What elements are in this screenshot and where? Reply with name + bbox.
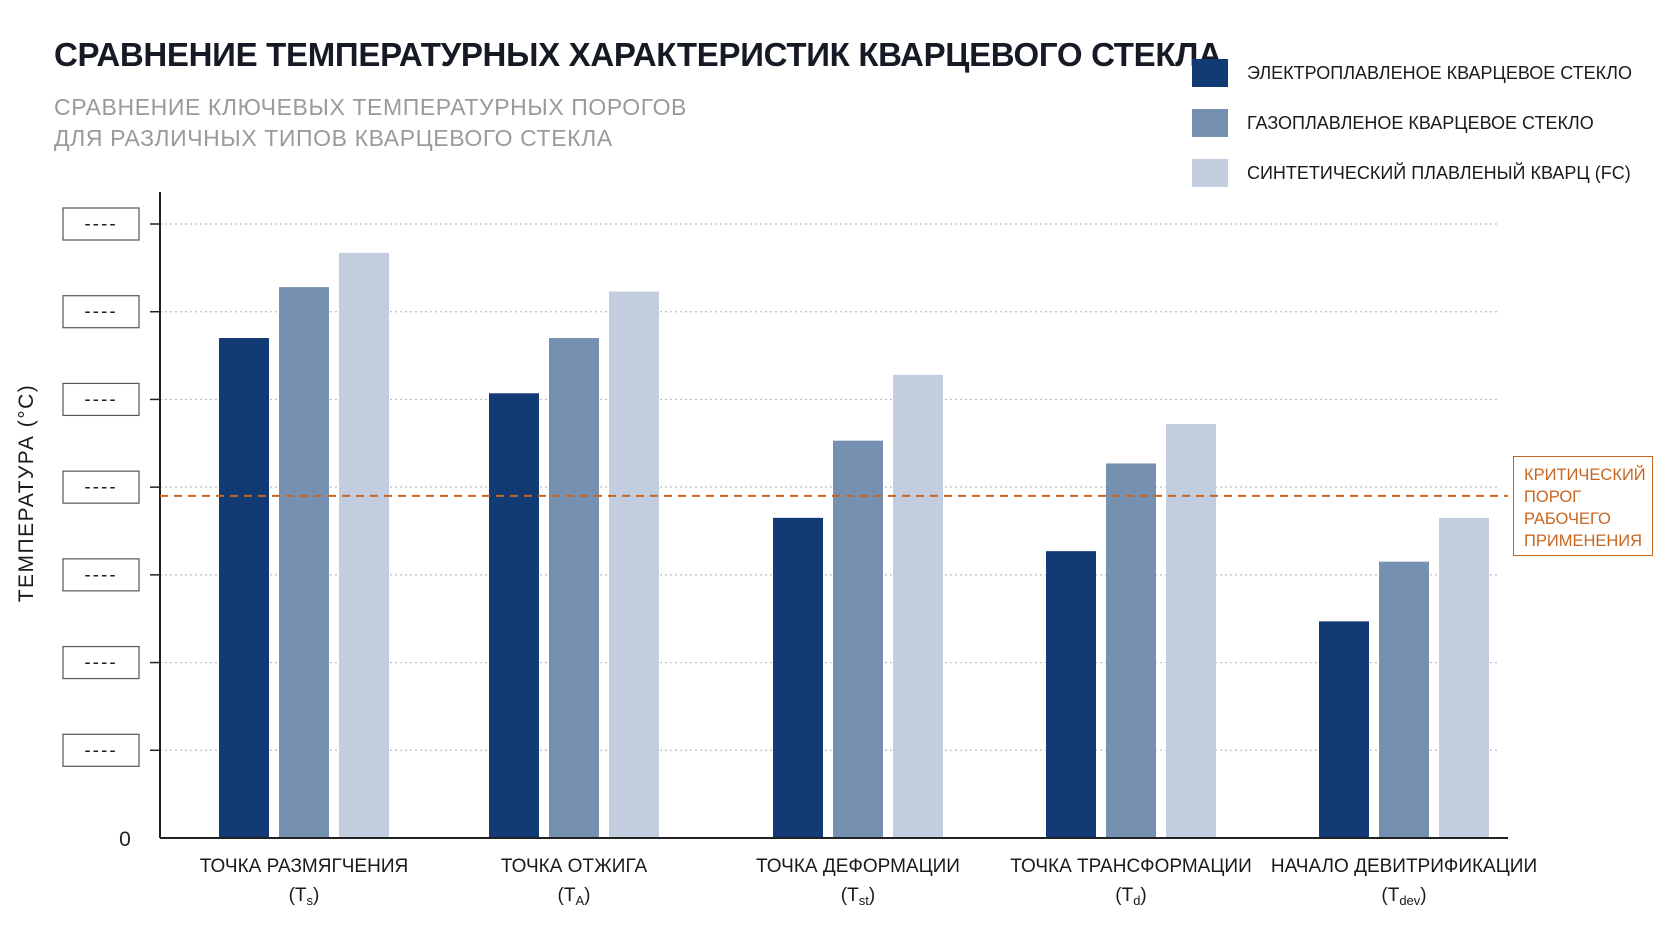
x-category-label: ТОЧКА ОТЖИГА xyxy=(501,856,648,877)
bar xyxy=(609,291,659,838)
y-tick-label: ---- xyxy=(84,740,117,761)
x-category-symbol: (Tst) xyxy=(841,885,875,908)
y-tick-box xyxy=(62,733,140,767)
x-category-symbol: (TA) xyxy=(558,885,591,908)
x-category-label: НАЧАЛО ДЕВИТРИФИКАЦИИ xyxy=(1271,856,1537,877)
y-tick-box xyxy=(62,470,140,504)
legend-swatch-gasfused xyxy=(1192,109,1228,137)
x-category-label: ТОЧКА ДЕФОРМАЦИИ xyxy=(756,856,960,877)
y-tick-box xyxy=(62,295,140,329)
legend-item-electrofused: ЭЛЕКТРОПЛАВЛЕНОЕ КВАРЦЕВОЕ СТЕКЛО xyxy=(1192,48,1632,98)
bar xyxy=(339,252,389,839)
bar xyxy=(1439,517,1489,838)
subtitle-line-1: СРАВНЕНИЕ КЛЮЧЕВЫХ ТЕМПЕРАТУРНЫХ ПОРОГОВ xyxy=(54,94,687,120)
bar xyxy=(1319,621,1369,838)
legend-swatch-synthetic xyxy=(1192,159,1228,187)
subtitle-line-2: ДЛЯ РАЗЛИЧНЫХ ТИПОВ КВАРЦЕВОГО СТЕКЛА xyxy=(54,125,613,151)
bar xyxy=(279,287,329,838)
y-tick-label: ---- xyxy=(84,565,117,586)
annotation-line-2: ПОРОГ xyxy=(1524,488,1582,506)
annotation-line-1: КРИТИЧЕСКИЙ xyxy=(1524,466,1646,484)
legend-item-gasfused: ГАЗОПЛАВЛЕНОЕ КВАРЦЕВОЕ СТЕКЛО xyxy=(1192,98,1632,148)
bar xyxy=(833,440,883,838)
chart-title: СРАВНЕНИЕ ТЕМПЕРАТУРНЫХ ХАРАКТЕРИСТИК КВ… xyxy=(54,36,1222,73)
y-tick-box xyxy=(62,645,140,680)
y-tick-label: ---- xyxy=(84,477,117,498)
x-category-symbol: (Tdev) xyxy=(1381,885,1426,908)
x-category-symbol: (Ts) xyxy=(289,885,320,908)
legend-label-electrofused: ЭЛЕКТРОПЛАВЛЕНОЕ КВАРЦЕВОЕ СТЕКЛО xyxy=(1247,62,1632,83)
bar xyxy=(1046,551,1096,838)
y-tick-box xyxy=(62,558,140,592)
bar xyxy=(1379,561,1429,838)
annotation-line-3: РАБОЧЕГО xyxy=(1524,510,1611,528)
x-category-label: ТОЧКА ТРАНСФОРМАЦИИ xyxy=(1010,856,1251,877)
legend-label-gasfused: ГАЗОПЛАВЛЕНОЕ КВАРЦЕВОЕ СТЕКЛО xyxy=(1247,112,1594,133)
y-tick-box xyxy=(62,207,140,241)
legend-swatch-electrofused xyxy=(1192,59,1228,87)
chart-subtitle: СРАВНЕНИЕ КЛЮЧЕВЫХ ТЕМПЕРАТУРНЫХ ПОРОГОВ… xyxy=(54,92,687,154)
bar xyxy=(1106,463,1156,838)
x-category-symbol: (Td) xyxy=(1115,885,1147,908)
legend-item-synthetic: СИНТЕТИЧЕСКИЙ ПЛАВЛЕНЫЙ КВАРЦ (FC) xyxy=(1192,148,1632,198)
y-tick-label: ---- xyxy=(84,389,117,410)
y-tick-label: ---- xyxy=(84,214,117,235)
bar xyxy=(773,517,823,838)
legend-label-synthetic: СИНТЕТИЧЕСКИЙ ПЛАВЛЕНЫЙ КВАРЦ (FC) xyxy=(1247,162,1631,183)
y-tick-label: ---- xyxy=(84,653,117,674)
y-zero-label: 0 xyxy=(119,828,131,851)
threshold-annotation: КРИТИЧЕСКИЙ ПОРОГ РАБОЧЕГО ПРИМЕНЕНИЯ xyxy=(1513,456,1653,556)
bar xyxy=(1166,423,1216,838)
y-tick-label: ---- xyxy=(84,302,117,323)
y-tick-box xyxy=(62,382,140,417)
bar xyxy=(549,338,599,838)
bar xyxy=(893,374,943,838)
x-category-label: ТОЧКА РАЗМЯГЧЕНИЯ xyxy=(200,856,408,877)
bar xyxy=(489,393,539,838)
legend: ЭЛЕКТРОПЛАВЛЕНОЕ КВАРЦЕВОЕ СТЕКЛО ГАЗОПЛ… xyxy=(1192,48,1632,198)
annotation-line-4: ПРИМЕНЕНИЯ xyxy=(1524,532,1643,550)
bar xyxy=(219,338,269,838)
